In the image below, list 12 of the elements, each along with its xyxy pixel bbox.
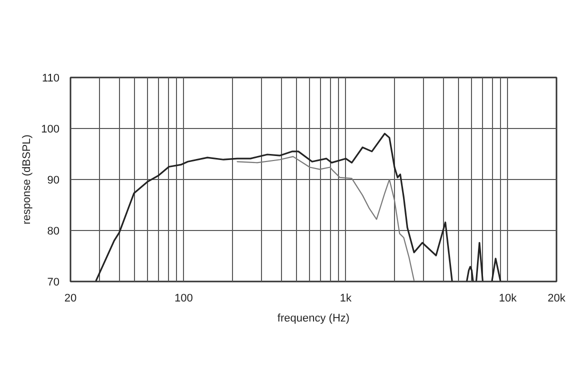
x-tick-label: 1k (340, 292, 352, 304)
y-tick-label: 90 (47, 174, 60, 186)
x-tick-label: 100 (174, 292, 193, 304)
x-tick-label: 20 (64, 292, 77, 304)
y-tick-label: 110 (42, 72, 60, 84)
x-tick-label: 20k (548, 292, 566, 304)
y-tick-label: 100 (41, 124, 60, 136)
x-axis-title: frequency (Hz) (277, 312, 350, 324)
y-tick-label: 80 (47, 226, 60, 238)
x-tick-label: 10k (498, 292, 518, 304)
y-tick-label: 70 (47, 276, 60, 288)
y-axis-title: response (dBSPL) (21, 134, 34, 224)
